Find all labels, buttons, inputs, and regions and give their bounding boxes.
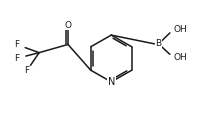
Text: F: F xyxy=(14,54,19,63)
Text: OH: OH xyxy=(173,25,187,34)
Text: N: N xyxy=(108,77,115,87)
Text: OH: OH xyxy=(173,53,187,62)
Text: F: F xyxy=(14,40,19,49)
Text: F: F xyxy=(24,66,29,75)
Text: B: B xyxy=(156,39,162,48)
Text: O: O xyxy=(64,21,71,30)
